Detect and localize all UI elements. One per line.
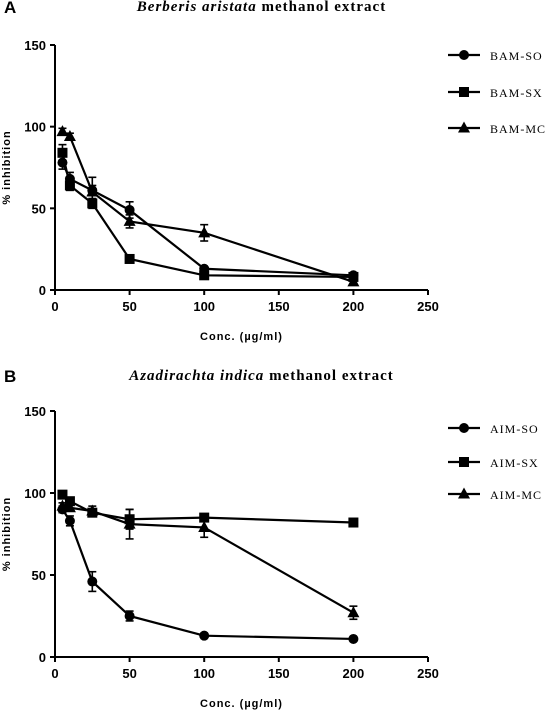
data-point [124,204,135,215]
data-point [347,606,360,618]
y-axis-label: % inhibition [1,497,13,571]
data-point [348,517,359,528]
data-point [348,633,359,644]
series-aim-so [57,504,359,644]
legend-marker [459,50,469,60]
series-line [61,152,354,279]
data-point [198,520,211,532]
x-tick-label: 200 [343,666,365,681]
data-point [347,275,360,287]
legend-entry: BAM-SO [448,49,543,63]
legend-marker [459,457,469,467]
x-tick-label: 200 [343,299,365,314]
x-tick-label: 250 [417,299,439,314]
data-point [57,489,68,500]
legend-marker [459,87,469,97]
series-bam-mc [56,125,360,287]
legend-marker [459,423,469,433]
chart-title-species: Berberis aristata [136,0,262,15]
series-aim-sx [57,489,359,530]
data-point [56,499,69,511]
panel-letter: B [4,367,16,386]
x-tick-label: 50 [122,666,136,681]
legend-entry: AIM-SO [448,422,539,436]
data-point [86,185,99,197]
legend-marker [458,487,470,499]
legend-label: AIM-SX [490,456,539,470]
y-tick-label: 0 [39,650,46,665]
legend-entry: BAM-SX [448,86,543,100]
y-tick-label: 150 [24,38,46,53]
x-tick-label: 100 [193,666,215,681]
legend-label: BAM-SX [490,86,543,100]
legend-label: BAM-SO [490,49,543,63]
data-point [199,630,210,641]
series-aim-mc [56,499,360,621]
series-line [61,162,354,277]
data-point [56,125,69,137]
legend-label: AIM-SO [490,422,539,436]
y-tick-label: 100 [24,120,46,135]
chart-panel-b: B Azadirachta indica methanol extract 0 50 1… [1,367,542,710]
y-tick-label: 50 [32,201,46,216]
chart-title-species: Azadirachta indica [128,368,269,384]
y-tick-label: 50 [32,568,46,583]
data-point [87,576,98,587]
data-point [57,147,68,158]
panel-letter: A [4,0,16,17]
chart-title: Azadirachta indica methanol extract [128,368,394,384]
y-tick-label: 150 [24,404,46,419]
x-tick-label: 150 [268,666,290,681]
data-point [63,501,76,513]
data-point [63,129,76,141]
y-axis-label: % inhibition [1,130,13,204]
legend-entry: AIM-MC [448,487,542,502]
chart-title: Berberis aristata methanol extract [136,0,386,15]
chart-title-rest: methanol extract [261,0,386,15]
series-line [61,130,354,283]
legend-marker [458,121,470,133]
data-point [64,515,75,526]
data-point [124,253,135,264]
chart-title-rest: methanol extract [269,368,394,384]
series-bam-sx [57,143,359,282]
x-tick-label: 0 [51,299,58,314]
x-tick-label: 0 [51,666,58,681]
x-tick-label: 250 [417,666,439,681]
x-axis-label: Conc. (µg/ml) [200,331,283,343]
data-point [123,214,136,226]
data-point [123,517,136,529]
legend-label: BAM-MC [490,122,546,136]
x-tick-label: 50 [122,299,136,314]
data-point [86,504,99,516]
x-axis-label: Conc. (µg/ml) [200,698,283,710]
data-point [64,496,75,507]
legend-entry: AIM-SX [448,456,539,470]
legend-label: AIM-MC [490,488,542,502]
data-point [199,270,210,281]
legend-entry: BAM-MC [448,121,546,136]
x-tick-label: 100 [193,299,215,314]
data-point [198,226,211,238]
y-tick-label: 0 [39,283,46,298]
y-tick-label: 100 [24,486,46,501]
data-point [124,611,135,621]
chart-panel-a: A Berberis aristata methanol extract 0 50 10… [1,0,546,343]
data-point [64,180,75,191]
x-tick-label: 150 [268,299,290,314]
